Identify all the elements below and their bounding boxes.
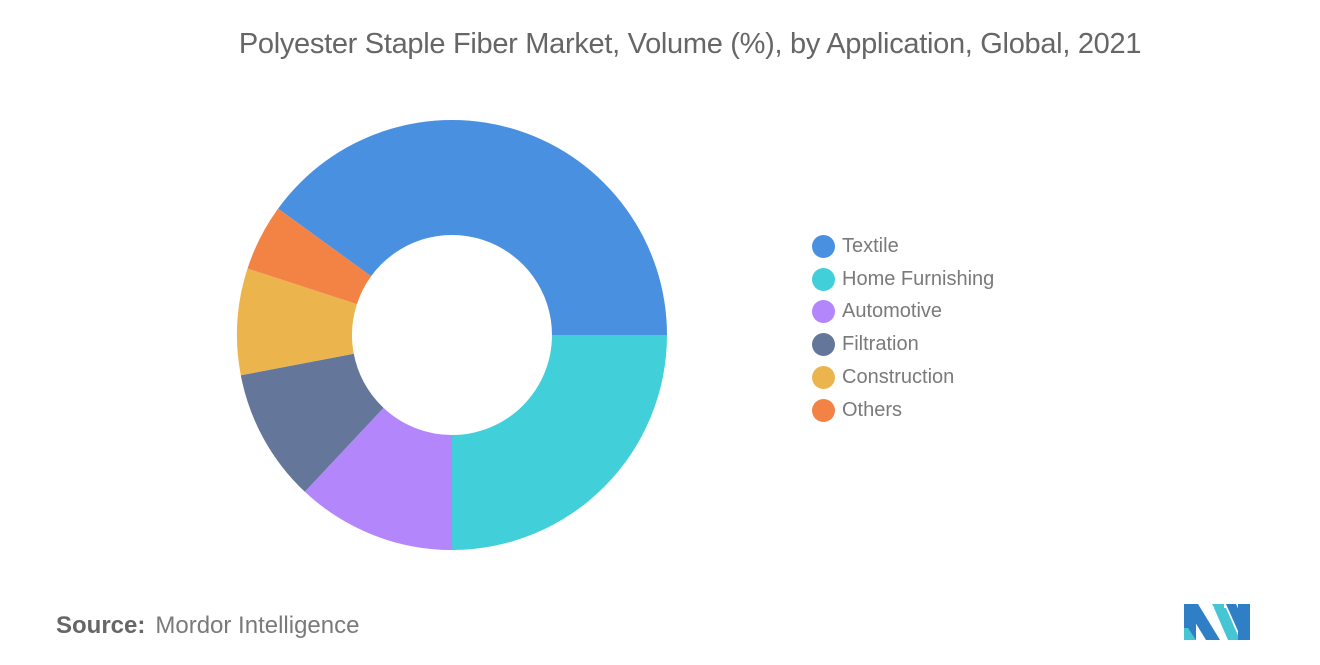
legend-item-others: Others bbox=[812, 394, 994, 427]
legend-swatch-icon bbox=[812, 366, 835, 390]
chart-title: Polyester Staple Fiber Market, Volume (%… bbox=[238, 28, 1142, 60]
legend-label: Home Furnishing bbox=[842, 267, 995, 290]
legend-swatch-icon bbox=[812, 267, 835, 291]
donut-slice-others bbox=[247, 208, 372, 305]
legend-swatch-icon bbox=[812, 398, 835, 422]
donut-slice-filtration bbox=[240, 353, 384, 492]
source-label: Source: bbox=[56, 612, 146, 639]
legend-item-construction: Construction bbox=[812, 361, 994, 394]
legend-label: Filtration bbox=[842, 333, 919, 356]
legend-swatch-icon bbox=[812, 234, 835, 258]
donut-slice-automotive bbox=[304, 407, 452, 550]
mordor-intelligence-logo-icon bbox=[1184, 604, 1250, 640]
legend-item-filtration: Filtration bbox=[812, 328, 994, 361]
legend-label: Textile bbox=[842, 234, 899, 257]
legend-item-home-furnishing: Home Furnishing bbox=[812, 263, 994, 296]
legend-item-automotive: Automotive bbox=[812, 296, 994, 329]
legend-label: Automotive bbox=[842, 300, 943, 323]
source-note: Source: Mordor Intelligence bbox=[56, 612, 359, 640]
legend-item-textile: Textile bbox=[812, 230, 994, 263]
legend-label: Others bbox=[842, 398, 903, 421]
chart-legend: Textile Home Furnishing Automotive Filtrati… bbox=[812, 230, 994, 427]
legend-swatch-icon bbox=[812, 333, 835, 357]
donut-slice-construction bbox=[236, 268, 357, 376]
source-value: Mordor Intelligence bbox=[155, 612, 360, 639]
legend-label: Construction bbox=[842, 366, 955, 389]
donut-slice-textile bbox=[278, 119, 667, 335]
legend-swatch-icon bbox=[812, 300, 835, 324]
donut-slice-home-furnishing bbox=[452, 335, 667, 550]
